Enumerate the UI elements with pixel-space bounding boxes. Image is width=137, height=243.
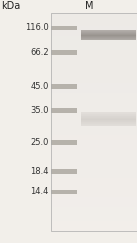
Bar — [81, 30, 136, 31]
Bar — [81, 125, 136, 126]
Text: kDa: kDa — [1, 1, 20, 11]
Bar — [81, 116, 136, 117]
Text: 66.2: 66.2 — [30, 48, 49, 57]
Text: 116.0: 116.0 — [25, 23, 49, 33]
Bar — [81, 33, 136, 34]
Text: 35.0: 35.0 — [30, 106, 49, 115]
Bar — [81, 118, 136, 119]
Bar — [81, 39, 136, 40]
Bar — [81, 38, 136, 39]
Bar — [81, 34, 136, 35]
Text: 25.0: 25.0 — [30, 138, 49, 147]
Bar — [81, 122, 136, 123]
Bar — [81, 35, 136, 36]
Bar — [81, 115, 136, 116]
Bar — [81, 37, 136, 38]
Bar — [51, 50, 77, 55]
Bar — [81, 117, 136, 118]
Bar — [81, 113, 136, 114]
Bar — [51, 190, 77, 194]
Bar — [81, 123, 136, 124]
Bar — [81, 121, 136, 122]
Bar — [51, 169, 77, 174]
Bar — [81, 120, 136, 121]
Bar — [81, 32, 136, 33]
Bar — [51, 108, 77, 113]
Bar — [51, 84, 77, 89]
Text: 45.0: 45.0 — [30, 82, 49, 91]
Text: M: M — [85, 1, 94, 11]
Bar — [81, 124, 136, 125]
Bar — [81, 112, 136, 113]
Bar — [81, 119, 136, 120]
Text: 18.4: 18.4 — [30, 167, 49, 176]
Text: 14.4: 14.4 — [30, 187, 49, 197]
Bar — [81, 31, 136, 32]
Bar — [51, 140, 77, 145]
Bar — [51, 26, 77, 30]
Bar — [81, 36, 136, 37]
Bar — [51, 13, 137, 231]
Bar — [81, 114, 136, 115]
